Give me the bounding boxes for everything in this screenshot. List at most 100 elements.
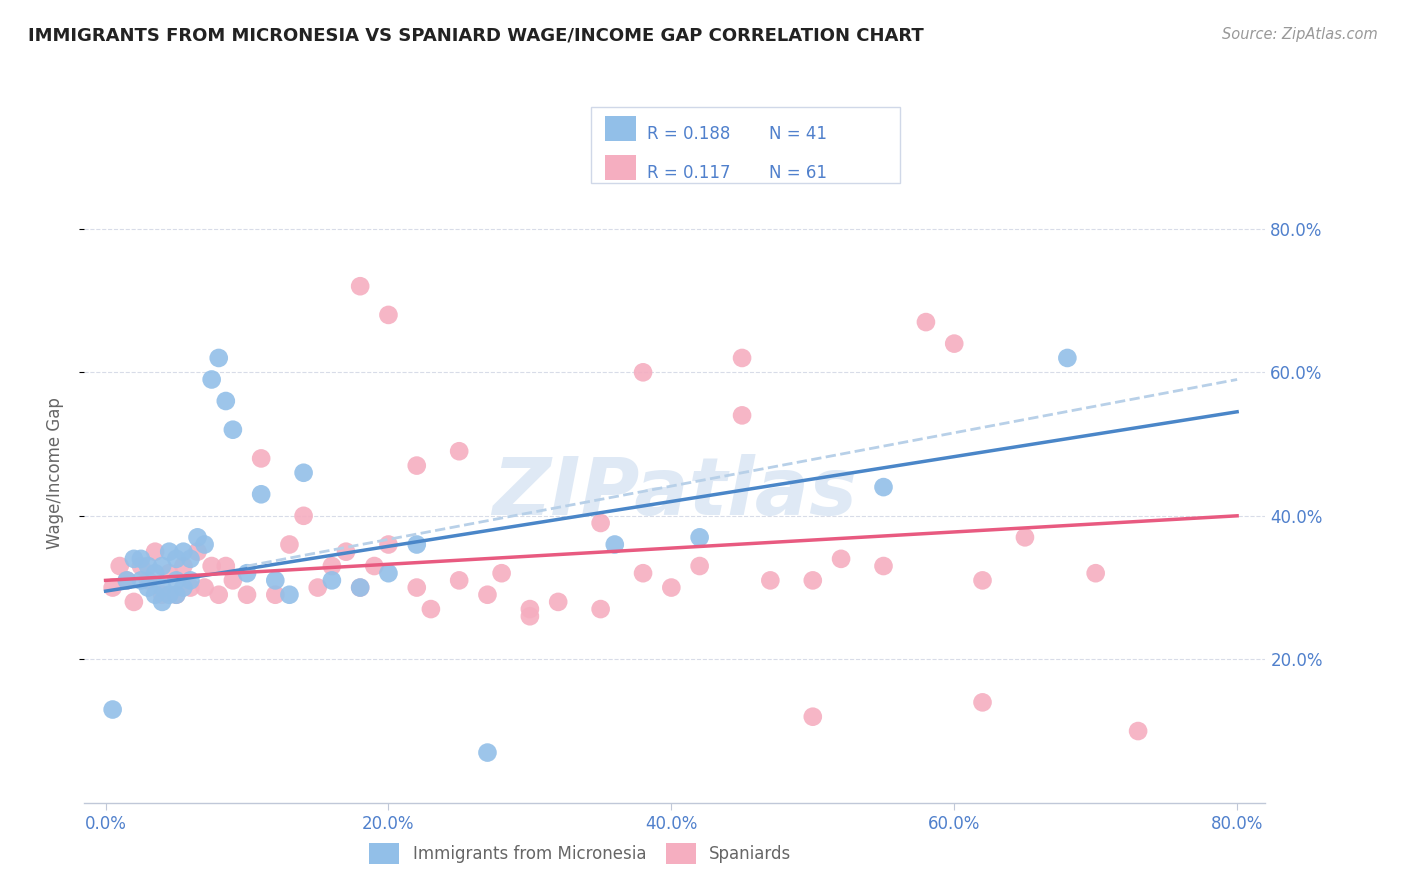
Point bbox=[292, 508, 315, 523]
Point bbox=[129, 552, 152, 566]
Text: N = 41: N = 41 bbox=[769, 125, 827, 143]
Point bbox=[349, 279, 371, 293]
Point bbox=[101, 702, 124, 716]
Point bbox=[250, 451, 273, 466]
Point bbox=[201, 559, 224, 574]
Point bbox=[363, 559, 385, 574]
Point bbox=[115, 574, 138, 588]
Point bbox=[208, 351, 231, 365]
Point bbox=[321, 574, 343, 588]
Point bbox=[349, 581, 371, 595]
Point bbox=[157, 566, 180, 581]
Point bbox=[689, 530, 711, 544]
Point bbox=[108, 559, 131, 574]
Text: Source: ZipAtlas.com: Source: ZipAtlas.com bbox=[1222, 27, 1378, 42]
Point bbox=[491, 566, 513, 581]
Point bbox=[264, 574, 287, 588]
Point bbox=[136, 574, 159, 588]
Text: IMMIGRANTS FROM MICRONESIA VS SPANIARD WAGE/INCOME GAP CORRELATION CHART: IMMIGRANTS FROM MICRONESIA VS SPANIARD W… bbox=[28, 27, 924, 45]
Point bbox=[419, 602, 441, 616]
Point bbox=[801, 574, 824, 588]
Point bbox=[547, 595, 569, 609]
Point bbox=[157, 588, 180, 602]
Point bbox=[972, 695, 994, 709]
Point bbox=[165, 552, 187, 566]
Point bbox=[659, 581, 682, 595]
Point bbox=[477, 588, 499, 602]
Point bbox=[377, 537, 399, 551]
Point bbox=[1126, 724, 1149, 739]
Point bbox=[222, 423, 245, 437]
Point bbox=[172, 544, 194, 558]
Point bbox=[589, 602, 612, 616]
Point bbox=[194, 581, 217, 595]
Point bbox=[143, 544, 166, 558]
Point bbox=[292, 466, 315, 480]
Point bbox=[405, 581, 427, 595]
Point bbox=[236, 588, 259, 602]
Point bbox=[264, 588, 287, 602]
Point bbox=[278, 588, 301, 602]
Point bbox=[759, 574, 782, 588]
Point bbox=[405, 537, 427, 551]
Point bbox=[335, 544, 357, 558]
Point bbox=[589, 516, 612, 530]
Point bbox=[519, 609, 541, 624]
Point bbox=[150, 588, 173, 602]
Point bbox=[201, 372, 224, 386]
Point bbox=[519, 602, 541, 616]
Point bbox=[1056, 351, 1078, 365]
Point bbox=[801, 709, 824, 723]
Point bbox=[101, 581, 124, 595]
Point bbox=[1014, 530, 1036, 544]
Point bbox=[915, 315, 938, 329]
Point bbox=[208, 588, 231, 602]
Point bbox=[731, 351, 754, 365]
Point bbox=[165, 588, 187, 602]
Point bbox=[165, 588, 187, 602]
Point bbox=[150, 595, 173, 609]
Point bbox=[1084, 566, 1107, 581]
Point bbox=[449, 444, 471, 458]
Point bbox=[136, 581, 159, 595]
Point bbox=[186, 544, 208, 558]
Y-axis label: Wage/Income Gap: Wage/Income Gap bbox=[45, 397, 63, 549]
Point bbox=[194, 537, 217, 551]
Point bbox=[477, 746, 499, 760]
Point bbox=[157, 544, 180, 558]
Point bbox=[377, 308, 399, 322]
Point bbox=[179, 552, 201, 566]
Text: R = 0.117: R = 0.117 bbox=[647, 164, 730, 182]
Point bbox=[172, 559, 194, 574]
Point bbox=[405, 458, 427, 473]
Point bbox=[830, 552, 852, 566]
Point bbox=[115, 574, 138, 588]
Point bbox=[236, 566, 259, 581]
Point bbox=[179, 581, 201, 595]
Point bbox=[143, 588, 166, 602]
Point bbox=[122, 552, 145, 566]
Point bbox=[349, 581, 371, 595]
Point bbox=[321, 559, 343, 574]
Point bbox=[689, 559, 711, 574]
Point bbox=[186, 530, 208, 544]
Point bbox=[278, 537, 301, 551]
Point bbox=[179, 574, 201, 588]
Point bbox=[215, 394, 238, 409]
Point bbox=[129, 559, 152, 574]
Point bbox=[631, 566, 654, 581]
Point bbox=[136, 559, 159, 574]
Point bbox=[872, 559, 894, 574]
Point bbox=[603, 537, 626, 551]
Point bbox=[449, 574, 471, 588]
Point bbox=[215, 559, 238, 574]
Point bbox=[250, 487, 273, 501]
Point bbox=[307, 581, 329, 595]
Point bbox=[731, 409, 754, 423]
Text: N = 61: N = 61 bbox=[769, 164, 827, 182]
Point bbox=[172, 581, 194, 595]
Point bbox=[972, 574, 994, 588]
Legend: Immigrants from Micronesia, Spaniards: Immigrants from Micronesia, Spaniards bbox=[363, 837, 799, 871]
Text: ZIPatlas: ZIPatlas bbox=[492, 453, 858, 532]
Point bbox=[150, 581, 173, 595]
